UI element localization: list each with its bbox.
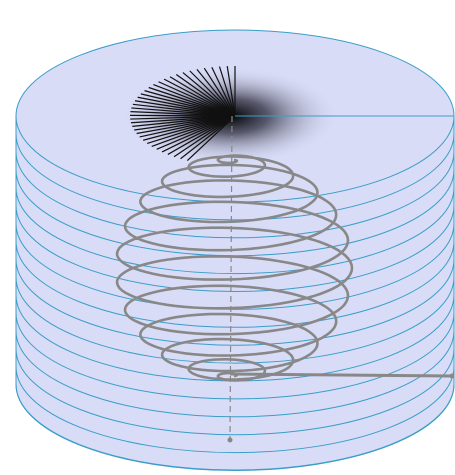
fan-line [136,115,236,135]
fan-line [175,74,236,117]
fan-line [226,66,236,117]
fan-line [131,107,236,117]
cylinder-ring [15,330,455,418]
fan-line [140,93,236,117]
cylinder-ring [15,205,455,292]
fan-line [130,115,236,120]
fan-line [186,115,236,161]
fan-line [134,100,236,117]
fan-line [153,83,236,117]
sphere-spiral [115,154,354,382]
fan-line [218,66,236,117]
fan-line [169,76,236,117]
fan-line [158,81,236,117]
cylinder-ring [15,187,455,275]
fan-line [173,115,236,158]
fan-line [163,78,236,117]
fan-line [161,115,236,153]
cylinder-ring [15,259,455,346]
axis-end [227,437,233,443]
fan-line [147,115,236,144]
fan-line [132,115,236,127]
fan-line [196,69,236,117]
fan-line [189,70,236,117]
fan-line [137,96,236,117]
axis-line [229,115,233,441]
fan-line [144,90,236,117]
base-line [229,372,453,378]
cylinder-ring [15,348,455,436]
cylinder-ring [15,223,455,310]
line-end [449,373,455,379]
fan [130,66,236,161]
cylinder-ring [15,133,455,221]
fan-line [156,115,236,150]
fan-line [130,114,236,117]
fan-line [134,115,236,131]
cylinder-ring [15,151,455,239]
fan-line [151,115,236,148]
fan-line [139,115,236,138]
fan-line [180,115,236,160]
cylinder-ring [15,241,455,328]
cylinder-ring [15,277,455,364]
cylinder-ring [15,366,455,454]
fan-line [143,115,236,141]
cylinder-ring [15,384,455,471]
fan-line [167,115,236,155]
fan-line [132,103,236,117]
fan-line [130,111,236,117]
cylinder-ring [15,312,455,400]
fan-line [148,86,236,117]
fan-line [130,115,236,124]
fan-line [203,67,236,117]
spiral [115,154,354,382]
fan-line [182,72,236,117]
fan-line [211,66,236,117]
